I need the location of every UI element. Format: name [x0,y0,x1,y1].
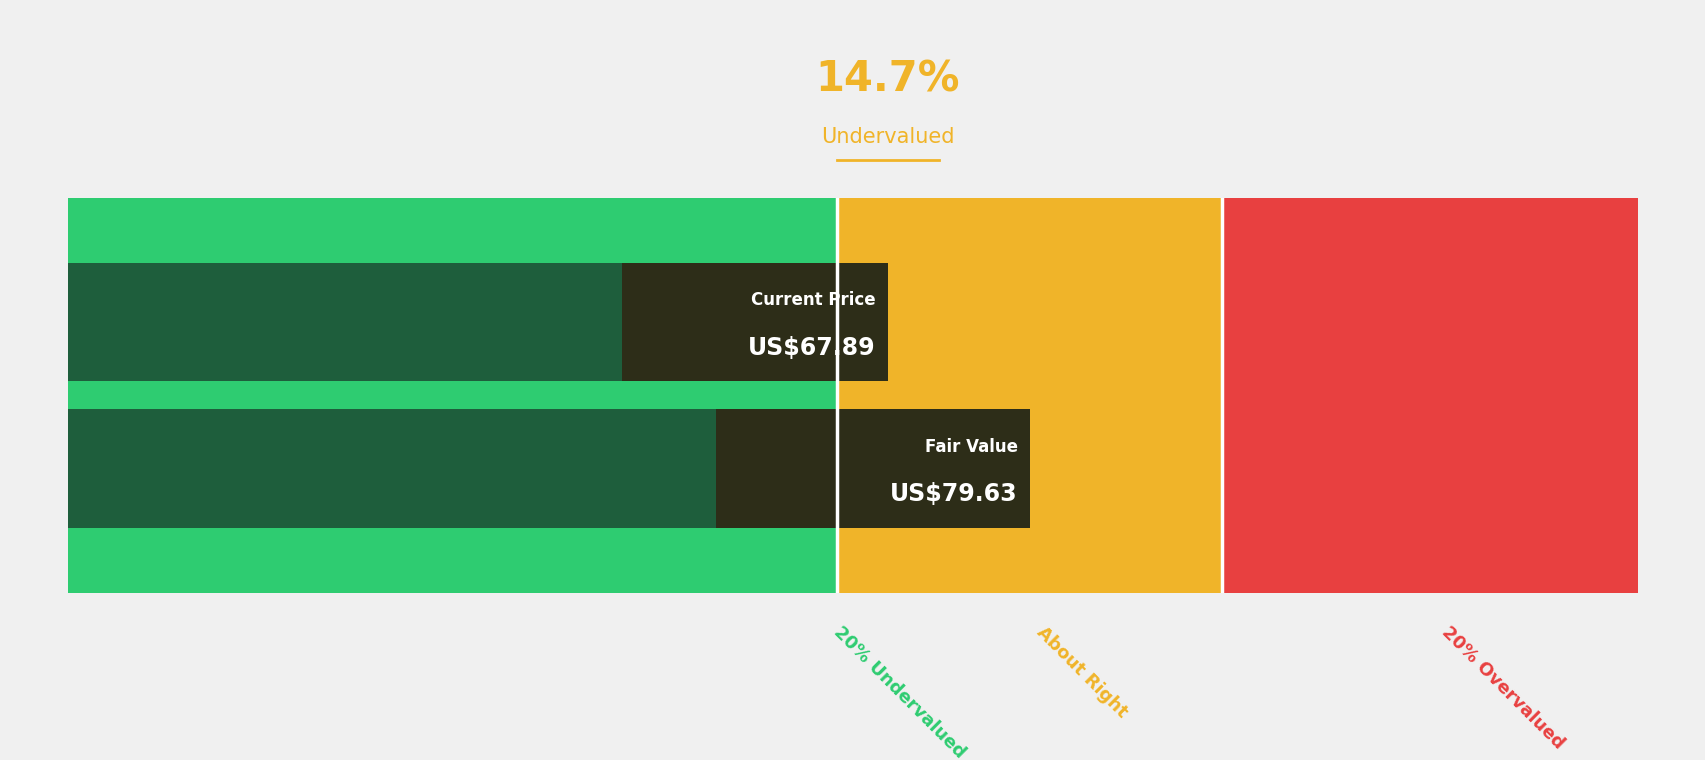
Text: Undervalued: Undervalued [820,127,955,147]
Text: 20% Undervalued: 20% Undervalued [830,623,968,760]
Text: Fair Value: Fair Value [924,438,1016,455]
FancyBboxPatch shape [716,409,1030,527]
Text: US$67.89: US$67.89 [748,336,875,359]
Bar [68,409,1030,527]
Bar [68,263,887,382]
Bar [837,198,1221,593]
Text: 14.7%: 14.7% [815,59,960,101]
FancyBboxPatch shape [622,263,887,382]
Text: US$79.63: US$79.63 [890,482,1016,506]
Text: Current Price: Current Price [750,291,875,309]
Bar [68,198,837,593]
Text: About Right: About Right [1033,623,1130,721]
Text: 20% Overvalued: 20% Overvalued [1437,623,1567,752]
Bar [1221,198,1637,593]
